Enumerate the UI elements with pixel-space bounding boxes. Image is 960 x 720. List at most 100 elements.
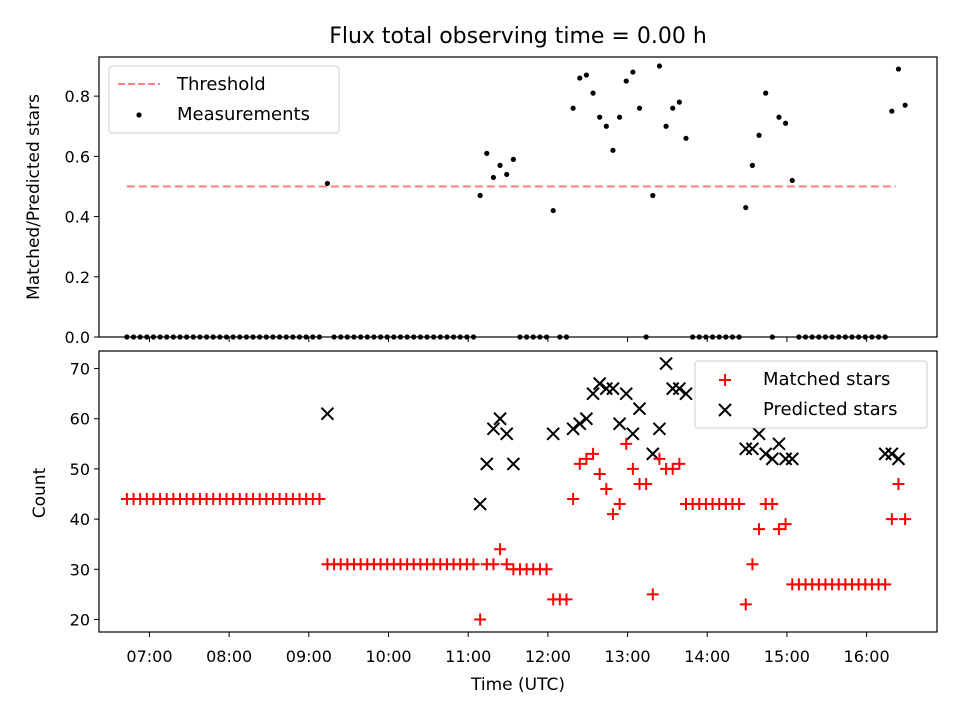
matched-point: [779, 518, 792, 531]
measurement-point: [610, 147, 616, 153]
matched-point: [587, 447, 600, 460]
x-axis-label: Time (UTC): [470, 675, 565, 695]
predicted-point: [473, 497, 487, 511]
measurement-point: [650, 192, 656, 199]
bottom-x-tick-label: 16:00: [844, 647, 890, 666]
measurement-point: [776, 114, 782, 120]
bottom-legend-box: [694, 360, 928, 429]
predicted-point: [885, 447, 899, 461]
matched-point: [772, 523, 785, 536]
measurement-point: [590, 90, 596, 96]
matched-point: [739, 598, 752, 611]
bottom-x-tick-label: 13:00: [605, 647, 651, 666]
bottom-x-tick-label: 08:00: [206, 647, 252, 666]
top-plot-marks: [124, 63, 908, 340]
matched-point: [567, 493, 580, 506]
predicted-point: [785, 452, 799, 466]
predicted-point: [573, 417, 587, 431]
measurement-point: [743, 204, 749, 211]
measurement-point: [577, 75, 583, 81]
measurement-point: [570, 105, 576, 111]
matched-point: [620, 437, 633, 450]
predicted-point: [606, 381, 620, 396]
predicted-point: [758, 447, 773, 461]
legend-matched-swatch: [719, 374, 731, 386]
predicted-point: [592, 376, 607, 391]
top-y-tick-label: 0.4: [65, 208, 90, 227]
matched-point: [646, 588, 659, 601]
top-y-tick-label: 0.2: [65, 268, 90, 287]
matched-point: [899, 513, 912, 526]
predicted-point: [765, 452, 780, 466]
matched-point: [626, 462, 639, 475]
predicted-point: [500, 427, 514, 441]
predicted-point: [480, 457, 494, 471]
legend-matched-label: Matched stars: [763, 369, 890, 390]
bottom-y-axis-label: Count: [30, 467, 50, 518]
bottom-plot-marks: [120, 356, 912, 626]
measurement-point: [510, 156, 516, 162]
top-axes-frame: [98, 56, 938, 338]
top-legend: Threshold Measurements: [108, 65, 340, 134]
matched-point: [600, 482, 613, 495]
matched-point: [494, 543, 507, 556]
matched-point: [573, 457, 586, 470]
measurement-point: [484, 150, 490, 156]
top-x-axis-ticks: [148, 337, 868, 342]
predicted-point: [486, 422, 501, 436]
measurement-point: [504, 171, 510, 178]
bottom-y-tick-label: 20: [70, 610, 90, 629]
predicted-point: [679, 386, 693, 401]
measurement-point: [616, 114, 623, 120]
matched-point: [766, 498, 779, 511]
predicted-point: [506, 457, 521, 471]
top-y-tick-label: 0.6: [65, 147, 90, 166]
bottom-y-tick-label: 30: [70, 560, 90, 579]
matched-point: [487, 558, 500, 571]
matched-point: [613, 498, 626, 511]
matched-point: [593, 467, 606, 480]
matched-point: [606, 508, 619, 521]
matched-point: [467, 558, 480, 571]
matched-point: [313, 493, 326, 506]
measurement-point: [630, 69, 636, 75]
matched-point: [885, 513, 898, 526]
measurement-point: [477, 192, 483, 199]
matched-point: [673, 457, 686, 470]
matched-point: [746, 558, 759, 571]
predicted-point: [579, 412, 594, 426]
measurement-point: [756, 132, 762, 138]
legend-measurements-label: Measurements: [177, 104, 310, 125]
bottom-axes-frame: [98, 350, 938, 633]
bottom-y-tick-label: 40: [70, 510, 90, 529]
predicted-point: [745, 442, 760, 456]
measurement-point: [783, 120, 789, 126]
measurement-point: [623, 78, 629, 84]
top-panel: Matched/Predicted stars 0.00.20.40.60.8 …: [24, 56, 938, 347]
predicted-point: [672, 381, 687, 396]
bottom-x-tick-label: 15:00: [764, 647, 810, 666]
measurement-point: [902, 102, 908, 108]
bottom-x-tick-label: 09:00: [286, 647, 332, 666]
matched-point: [474, 613, 487, 626]
matched-point: [879, 578, 892, 591]
measurement-point: [670, 105, 676, 111]
bottom-y-axis-ticks: 20 30 40 50 60 70: [70, 360, 99, 629]
predicted-point: [320, 407, 335, 421]
bottom-x-tick-label: 12:00: [525, 647, 571, 666]
matched-point: [580, 452, 593, 465]
predicted-point: [752, 427, 766, 441]
matched-point: [540, 563, 553, 576]
matched-point: [733, 498, 746, 511]
top-legend-box: [108, 65, 340, 134]
measurement-point: [749, 162, 756, 168]
measurement-point: [889, 108, 895, 114]
measurement-point: [490, 174, 497, 181]
predicted-point: [493, 412, 507, 426]
bottom-x-tick-label: 10:00: [365, 647, 411, 666]
measurement-point: [550, 207, 556, 214]
top-y-tick-label: 0.0: [65, 328, 90, 347]
top-y-axis-ticks: 0.0 0.2 0.4 0.6 0.8: [65, 87, 99, 347]
measurement-point: [763, 90, 769, 96]
